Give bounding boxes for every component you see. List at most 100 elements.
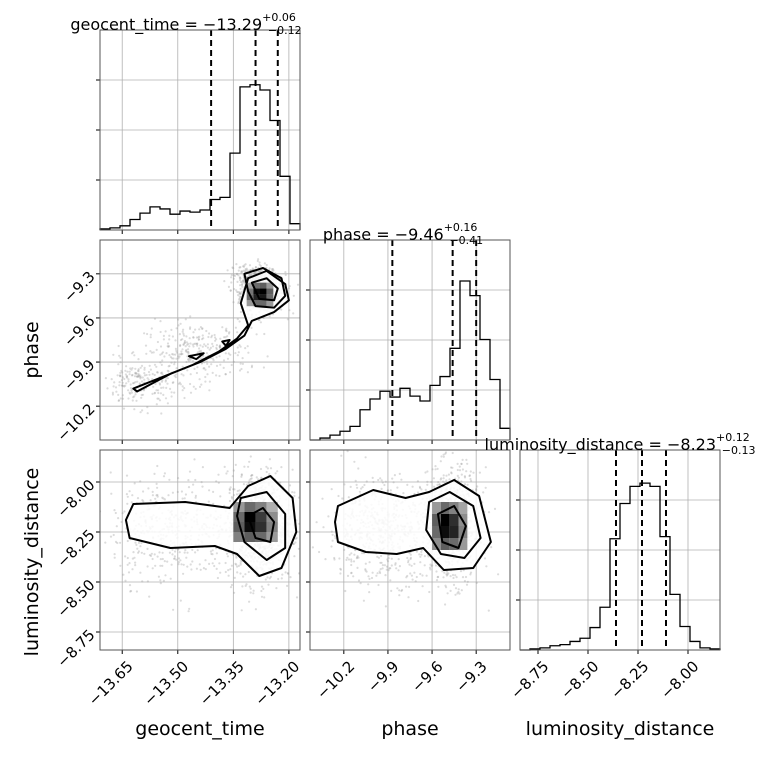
scatter-point xyxy=(179,344,182,347)
scatter-point xyxy=(179,344,182,348)
scatter-point xyxy=(461,576,465,579)
scatter-point xyxy=(381,481,384,484)
scatter-point xyxy=(350,560,353,563)
scatter-point xyxy=(442,474,445,477)
scatter-point xyxy=(270,268,273,271)
scatter-point xyxy=(372,480,375,484)
scatter-point xyxy=(241,265,245,268)
scatter-point xyxy=(389,567,392,570)
scatter-point xyxy=(254,272,257,275)
scatter-point xyxy=(228,489,231,492)
scatter-point xyxy=(357,579,361,582)
scatter-point xyxy=(454,574,457,577)
scatter-point xyxy=(223,336,226,339)
scatter-point xyxy=(451,451,454,455)
scatter-point xyxy=(205,329,208,333)
scatter-point xyxy=(161,351,165,354)
scatter-point xyxy=(466,462,469,465)
scatter-point xyxy=(243,270,246,273)
density-cell xyxy=(233,512,245,522)
scatter-point xyxy=(406,556,409,560)
scatter-point xyxy=(238,344,241,347)
scatter-point xyxy=(379,477,382,480)
scatter-point xyxy=(134,372,137,375)
scatter-point xyxy=(268,577,271,580)
scatter-point xyxy=(137,369,140,372)
scatter-point xyxy=(178,381,181,384)
scatter-point xyxy=(437,585,440,588)
scatter-point xyxy=(293,491,296,494)
scatter-point xyxy=(259,264,262,268)
scatter-point xyxy=(424,488,427,491)
scatter-point xyxy=(398,594,401,597)
scatter-point xyxy=(159,345,163,348)
scatter-point xyxy=(187,342,190,345)
scatter-point xyxy=(252,592,255,595)
xtick-label-geocent-time: −13.65 xyxy=(85,657,137,709)
scatter-point xyxy=(159,564,162,567)
scatter-point xyxy=(200,383,203,386)
scatter-point xyxy=(201,327,204,330)
scatter-point xyxy=(185,360,188,364)
scatter-point xyxy=(443,481,446,484)
scatter-point xyxy=(124,369,127,372)
scatter-point xyxy=(344,589,347,593)
scatter-point xyxy=(104,541,107,544)
scatter-point xyxy=(377,478,380,482)
scatter-point xyxy=(156,555,159,558)
scatter-point xyxy=(245,483,248,486)
scatter-point xyxy=(387,554,390,557)
scatter-point xyxy=(188,357,192,360)
scatter-point xyxy=(177,563,180,566)
scatter-point xyxy=(136,497,140,500)
scatter-point xyxy=(116,541,119,545)
scatter-point xyxy=(130,389,133,392)
scatter-point xyxy=(401,588,404,592)
scatter-point xyxy=(185,350,188,354)
density-cell xyxy=(253,282,260,289)
scatter-point xyxy=(246,275,249,278)
scatter-point xyxy=(249,591,252,594)
scatter-point xyxy=(204,344,207,348)
scatter-point xyxy=(195,342,199,345)
scatter-point xyxy=(143,378,146,381)
scatter-point xyxy=(139,376,142,379)
scatter-point xyxy=(215,567,218,571)
scatter-point xyxy=(212,502,215,505)
scatter-point xyxy=(267,583,270,586)
scatter-point xyxy=(235,273,238,276)
scatter-point xyxy=(183,551,186,554)
scatter-point xyxy=(201,338,204,341)
scatter-point xyxy=(442,455,445,458)
scatter-point xyxy=(228,487,231,491)
scatter-point xyxy=(276,470,279,473)
scatter-point xyxy=(225,330,228,333)
scatter-point xyxy=(288,484,292,487)
scatter-point xyxy=(171,335,174,338)
scatter-point xyxy=(231,475,234,478)
scatter-point xyxy=(411,485,414,488)
scatter-point xyxy=(389,489,392,492)
scatter-point xyxy=(224,373,227,376)
scatter-point xyxy=(304,548,306,550)
scatter-point xyxy=(392,481,395,484)
scatter-point xyxy=(263,262,266,265)
scatter-point xyxy=(436,576,439,579)
scatter-point xyxy=(456,474,459,477)
scatter-point xyxy=(229,568,232,571)
scatter-point xyxy=(203,343,206,346)
scatter-point xyxy=(141,393,145,396)
scatter-point xyxy=(204,375,207,379)
scatter-point xyxy=(157,575,160,578)
scatter-point xyxy=(178,353,181,356)
scatter-point xyxy=(379,571,382,575)
scatter-point xyxy=(230,583,233,587)
scatter-point xyxy=(154,382,157,386)
scatter-point xyxy=(226,555,229,558)
scatter-point xyxy=(239,310,242,314)
scatter-point xyxy=(183,497,186,500)
scatter-point xyxy=(214,336,217,339)
scatter-point xyxy=(244,263,247,266)
ytick-label-luminosity-distance: −8.00 xyxy=(53,476,98,521)
